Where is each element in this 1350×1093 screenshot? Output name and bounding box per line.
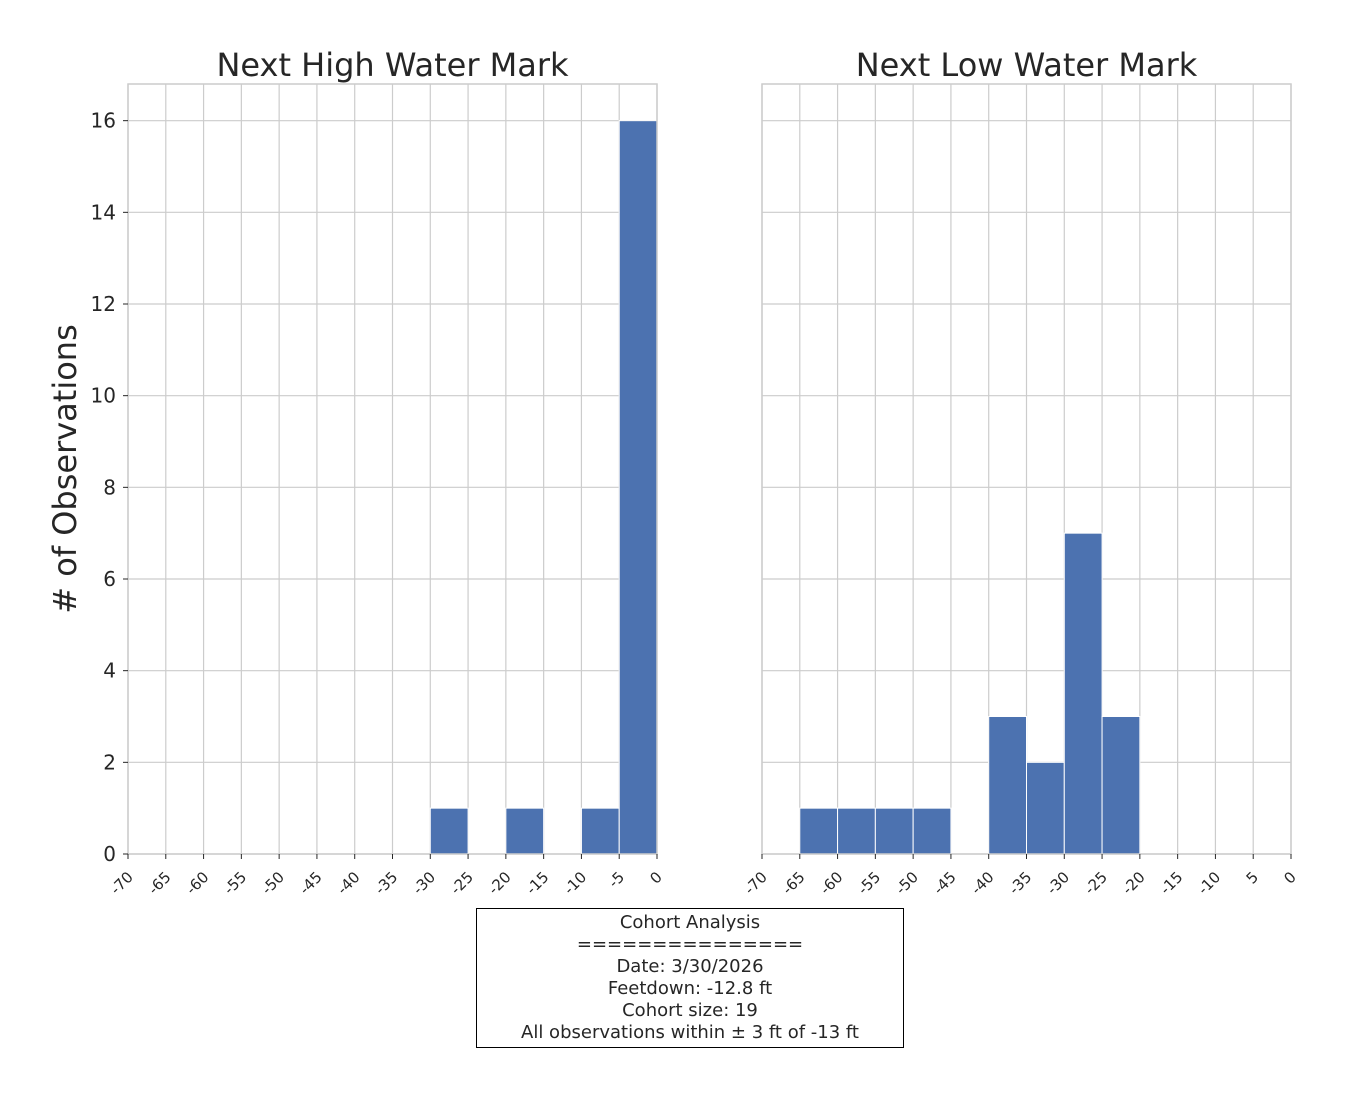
panel-2-x-tick-label: -40 bbox=[967, 868, 997, 898]
panel-1-y-tick-label: 14 bbox=[91, 200, 116, 224]
panel-1-x-tick-label: -50 bbox=[258, 868, 288, 898]
panel-2-bar bbox=[1063, 532, 1103, 855]
panel-2-x-tick-label: -20 bbox=[1119, 868, 1149, 898]
panel-2-x-tick-label: -60 bbox=[816, 868, 846, 898]
info-line-cohort-size: Cohort size: 19 bbox=[622, 1000, 758, 1021]
panel-2-bar bbox=[799, 807, 839, 855]
panel-1-y-tick-label: 4 bbox=[103, 659, 116, 683]
panel-2-title: Next Low Water Mark bbox=[856, 46, 1198, 84]
panel-1-y-tick-label: 2 bbox=[103, 750, 116, 774]
info-line-feetdown: Feetdown: -12.8 ft bbox=[607, 978, 773, 999]
panel-1-y-tick-label: 10 bbox=[91, 384, 116, 408]
y-axis-label: # of Observations bbox=[46, 324, 84, 614]
panel-1-y-tick-label: 8 bbox=[103, 475, 116, 499]
panel-1-x-tick-label: -70 bbox=[107, 868, 137, 898]
panel-1-x-tick-label: -65 bbox=[145, 868, 175, 898]
panel-1-y-tick-label: 12 bbox=[91, 292, 116, 316]
panel-2-x-tick-label: -30 bbox=[1043, 868, 1073, 898]
panel-1-bar bbox=[505, 807, 545, 855]
panel-1-bar bbox=[429, 807, 469, 855]
panel-2-x-tick-label: -15 bbox=[1156, 868, 1186, 898]
panel-2-x-tick-label: -35 bbox=[1005, 868, 1035, 898]
panel-2-bar bbox=[912, 807, 952, 855]
info-line-tolerance: All observations within ± 3 ft of -13 ft bbox=[521, 1022, 859, 1043]
panel-2-bar bbox=[1026, 761, 1065, 855]
info-line-title: Cohort Analysis bbox=[619, 912, 761, 933]
panel-1-x-tick-label: -55 bbox=[220, 868, 250, 898]
panel-1-y-tick-label: 6 bbox=[103, 567, 116, 591]
panel-2-x-tick-label: 5 bbox=[1243, 868, 1262, 887]
panel-2-bar bbox=[988, 716, 1028, 855]
panel-1-x-tick-label: -5 bbox=[605, 868, 628, 891]
panel-1-title: Next High Water Mark bbox=[216, 46, 569, 84]
panel-1-x-tick-label: -25 bbox=[447, 868, 477, 898]
panel-1-bar bbox=[618, 120, 658, 855]
panel-2-x-tick-label: -70 bbox=[741, 868, 771, 898]
cohort-info-box: Cohort Analysis =============== Date: 3/… bbox=[476, 908, 904, 1048]
panel-2-bar bbox=[1101, 716, 1141, 855]
panel-1-x-tick-label: -20 bbox=[485, 868, 515, 898]
panel-1-x-tick-label: -60 bbox=[182, 868, 212, 898]
info-line-separator: =============== bbox=[576, 934, 804, 955]
panel-2-x-tick-label: -65 bbox=[779, 868, 809, 898]
panel-2-x-tick-label: -10 bbox=[1194, 868, 1224, 898]
panel-1-x-tick-label: -40 bbox=[333, 868, 363, 898]
panel-1-x-tick-label: -35 bbox=[371, 868, 401, 898]
panel-2-bar bbox=[837, 807, 876, 855]
panel-2-x-tick-label: -55 bbox=[854, 868, 884, 898]
panel-2-x-tick-label: -50 bbox=[892, 868, 922, 898]
panel-1-bar bbox=[580, 807, 620, 855]
panel-2-bar bbox=[874, 807, 914, 855]
panel-2-x-tick-label: 0 bbox=[1280, 868, 1299, 887]
panel-2-x-tick-label: -25 bbox=[1081, 868, 1111, 898]
panel-2-x-tick-label: -45 bbox=[930, 868, 960, 898]
info-line-date: Date: 3/30/2026 bbox=[616, 956, 764, 977]
panel-1-x-tick-label: -15 bbox=[522, 868, 552, 898]
panel-1-y-tick-label: 16 bbox=[91, 109, 116, 133]
panel-1-x-tick-label: -45 bbox=[296, 868, 326, 898]
panel-1-y-tick-label: 0 bbox=[103, 842, 116, 866]
panel-1-x-tick-label: -30 bbox=[409, 868, 439, 898]
panel-1-x-tick-label: 0 bbox=[646, 868, 665, 887]
panel-1-x-tick-label: -10 bbox=[560, 868, 590, 898]
